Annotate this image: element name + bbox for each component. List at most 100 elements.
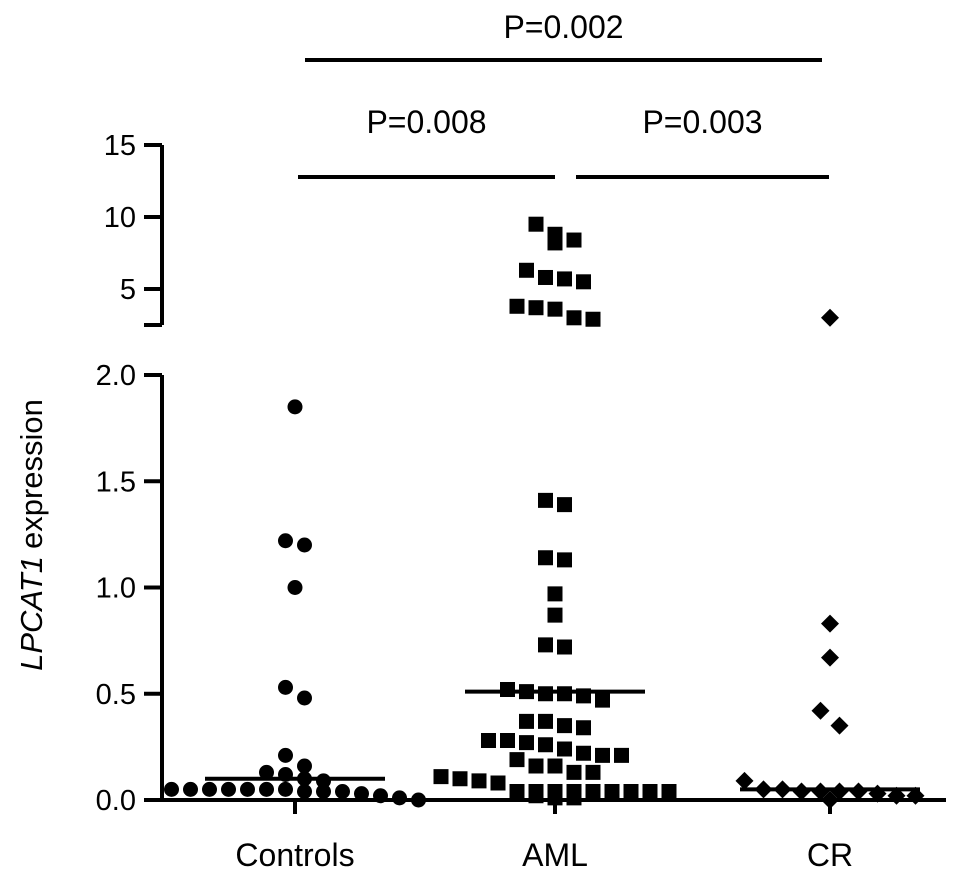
controls-point-13 [183,781,198,797]
cr-point-0 [821,308,839,327]
y-tick-label-lower-2: 1.0 [96,573,136,605]
cr-point-14 [906,786,925,805]
aml-point-45 [452,771,468,787]
aml-point-4 [519,262,534,278]
aml-point-47 [490,775,506,791]
aml-point-56 [661,784,677,799]
controls-point-3 [287,580,303,595]
significance-brackets: P=0.008 P=0.003 P=0.002 [298,9,829,179]
aml-point-42 [566,764,582,780]
aml-point-41 [547,758,563,774]
aml-point-24 [557,686,572,702]
aml-point-44 [433,769,449,785]
y-tick-label-lower-0: 0.0 [96,785,136,817]
aml-point-46 [471,773,487,789]
x-category-label-controls: Controls [235,837,354,873]
y-axis-label-unit: expression [14,399,49,549]
aml-point-38 [614,747,629,763]
cr-point-12 [868,784,887,803]
aml-point-25 [576,688,591,704]
aml-point-6 [557,271,572,287]
aml-point-26 [595,692,610,708]
aml-point-22 [519,684,534,700]
controls-point-2 [297,537,312,553]
controls-point-4 [278,679,293,695]
cr-point-7 [773,780,792,799]
y-ticks: 0.0 0.5 1.0 1.5 2.0 5 10 15 [96,130,162,817]
y-tick-label-upper-2: 15 [104,130,136,162]
aml-point-3 [547,235,563,251]
aml-point-0 [528,216,544,232]
aml-point-36 [576,745,591,761]
aml-point-14 [557,497,572,513]
cr-point-11 [849,782,868,801]
aml-point-15 [538,550,553,566]
controls-point-5 [297,690,312,706]
y-tick-label-upper-1: 10 [104,202,136,234]
aml-point-27 [519,713,534,729]
cr-point-4 [830,716,849,735]
controls-point-7 [297,758,312,774]
controls-point-21 [335,784,350,799]
aml-point-58 [547,790,563,806]
cr-point-15 [821,791,839,809]
aml-point-34 [538,737,553,753]
controls-point-23 [373,788,388,804]
y-tick-label-lower-1: 0.5 [96,679,136,711]
controls-point-16 [240,781,255,797]
y-axis-label-gene: LPCAT1 [14,556,49,671]
aml-point-7 [576,274,591,290]
aml-point-16 [557,552,572,568]
controls-point-10 [297,771,312,787]
median-lines [205,689,920,792]
aml-point-23 [538,686,553,702]
y-axis-label: LPCAT1 expression [14,399,49,671]
aml-point-37 [595,747,610,763]
y-tick-label-lower-4: 2.0 [96,360,136,392]
aml-point-55 [642,784,658,799]
p-value-controls-cr: P=0.002 [503,9,623,45]
aml-point-17 [547,586,563,602]
aml-point-21 [500,682,515,697]
aml-point-9 [528,300,544,316]
controls-point-25 [411,792,426,808]
controls-point-6 [278,747,293,763]
cr-point-5 [735,771,754,790]
cr-point-3 [811,701,830,720]
controls-point-12 [164,781,179,797]
aml-point-13 [538,492,553,508]
controls-point-22 [354,786,369,802]
controls-point-15 [221,781,236,797]
aml-point-32 [500,733,515,748]
aml-point-8 [509,298,525,314]
axes [144,145,946,802]
aml-point-20 [557,639,572,655]
controls-point-20 [316,784,331,799]
controls-point-8 [259,764,274,780]
controls-point-19 [297,784,312,799]
controls-point-1 [278,533,293,549]
aml-point-5 [538,269,553,285]
aml-point-10 [547,301,563,317]
cr-point-6 [754,780,773,799]
aml-point-12 [585,311,601,327]
aml-point-31 [481,733,496,748]
controls-point-17 [259,781,274,797]
x-category-labels: Controls AML CR [235,800,853,873]
aml-point-30 [576,720,591,736]
aml-point-48 [509,784,525,799]
aml-point-35 [557,741,572,757]
aml-point-19 [538,637,553,653]
aml-point-18 [547,607,563,623]
aml-point-2 [566,232,582,248]
cr-point-13 [887,786,906,805]
cr-point-2 [821,648,839,667]
aml-point-52 [585,784,601,799]
controls-point-11 [316,773,331,789]
controls-point-0 [287,399,303,415]
controls-point-24 [392,790,407,806]
x-category-label-aml: AML [522,837,588,873]
aml-point-11 [566,310,582,326]
y-tick-label-upper-0: 5 [120,274,136,306]
